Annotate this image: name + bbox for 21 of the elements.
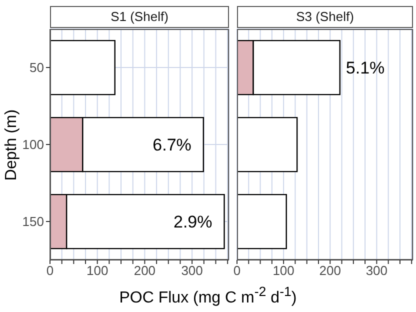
y-tick-label: 150 — [22, 214, 44, 230]
y-tick-label: 100 — [22, 137, 44, 152]
annotation: 5.1% — [346, 58, 385, 78]
x-tick-label: 100 — [86, 263, 108, 278]
annotation: 2.9% — [174, 212, 212, 232]
x-tick-label: 0 — [46, 263, 54, 278]
y-tick-label: 50 — [30, 60, 44, 76]
x-tick-label: 0 — [233, 263, 241, 278]
bar — [50, 40, 116, 96]
x-tick-label: 200 — [134, 263, 156, 278]
x-tick-label: 300 — [181, 263, 203, 278]
bar — [237, 116, 298, 172]
x-axis-title: POC Flux (mg C m$^{-2}$ d$^{-1}$) — [118, 284, 298, 308]
x-tick-label: 100 — [272, 263, 294, 278]
y-axis-title: Depth (m) — [3, 108, 21, 180]
annotation: 6.7% — [152, 135, 192, 154]
x-tick-label: 200 — [319, 263, 341, 278]
x-tick-label: 300 — [366, 263, 388, 278]
chart-title: S1 (Shelf) — [50, 6, 229, 28]
bar — [237, 194, 287, 250]
chart-title: S3 (Shelf) — [237, 6, 413, 28]
